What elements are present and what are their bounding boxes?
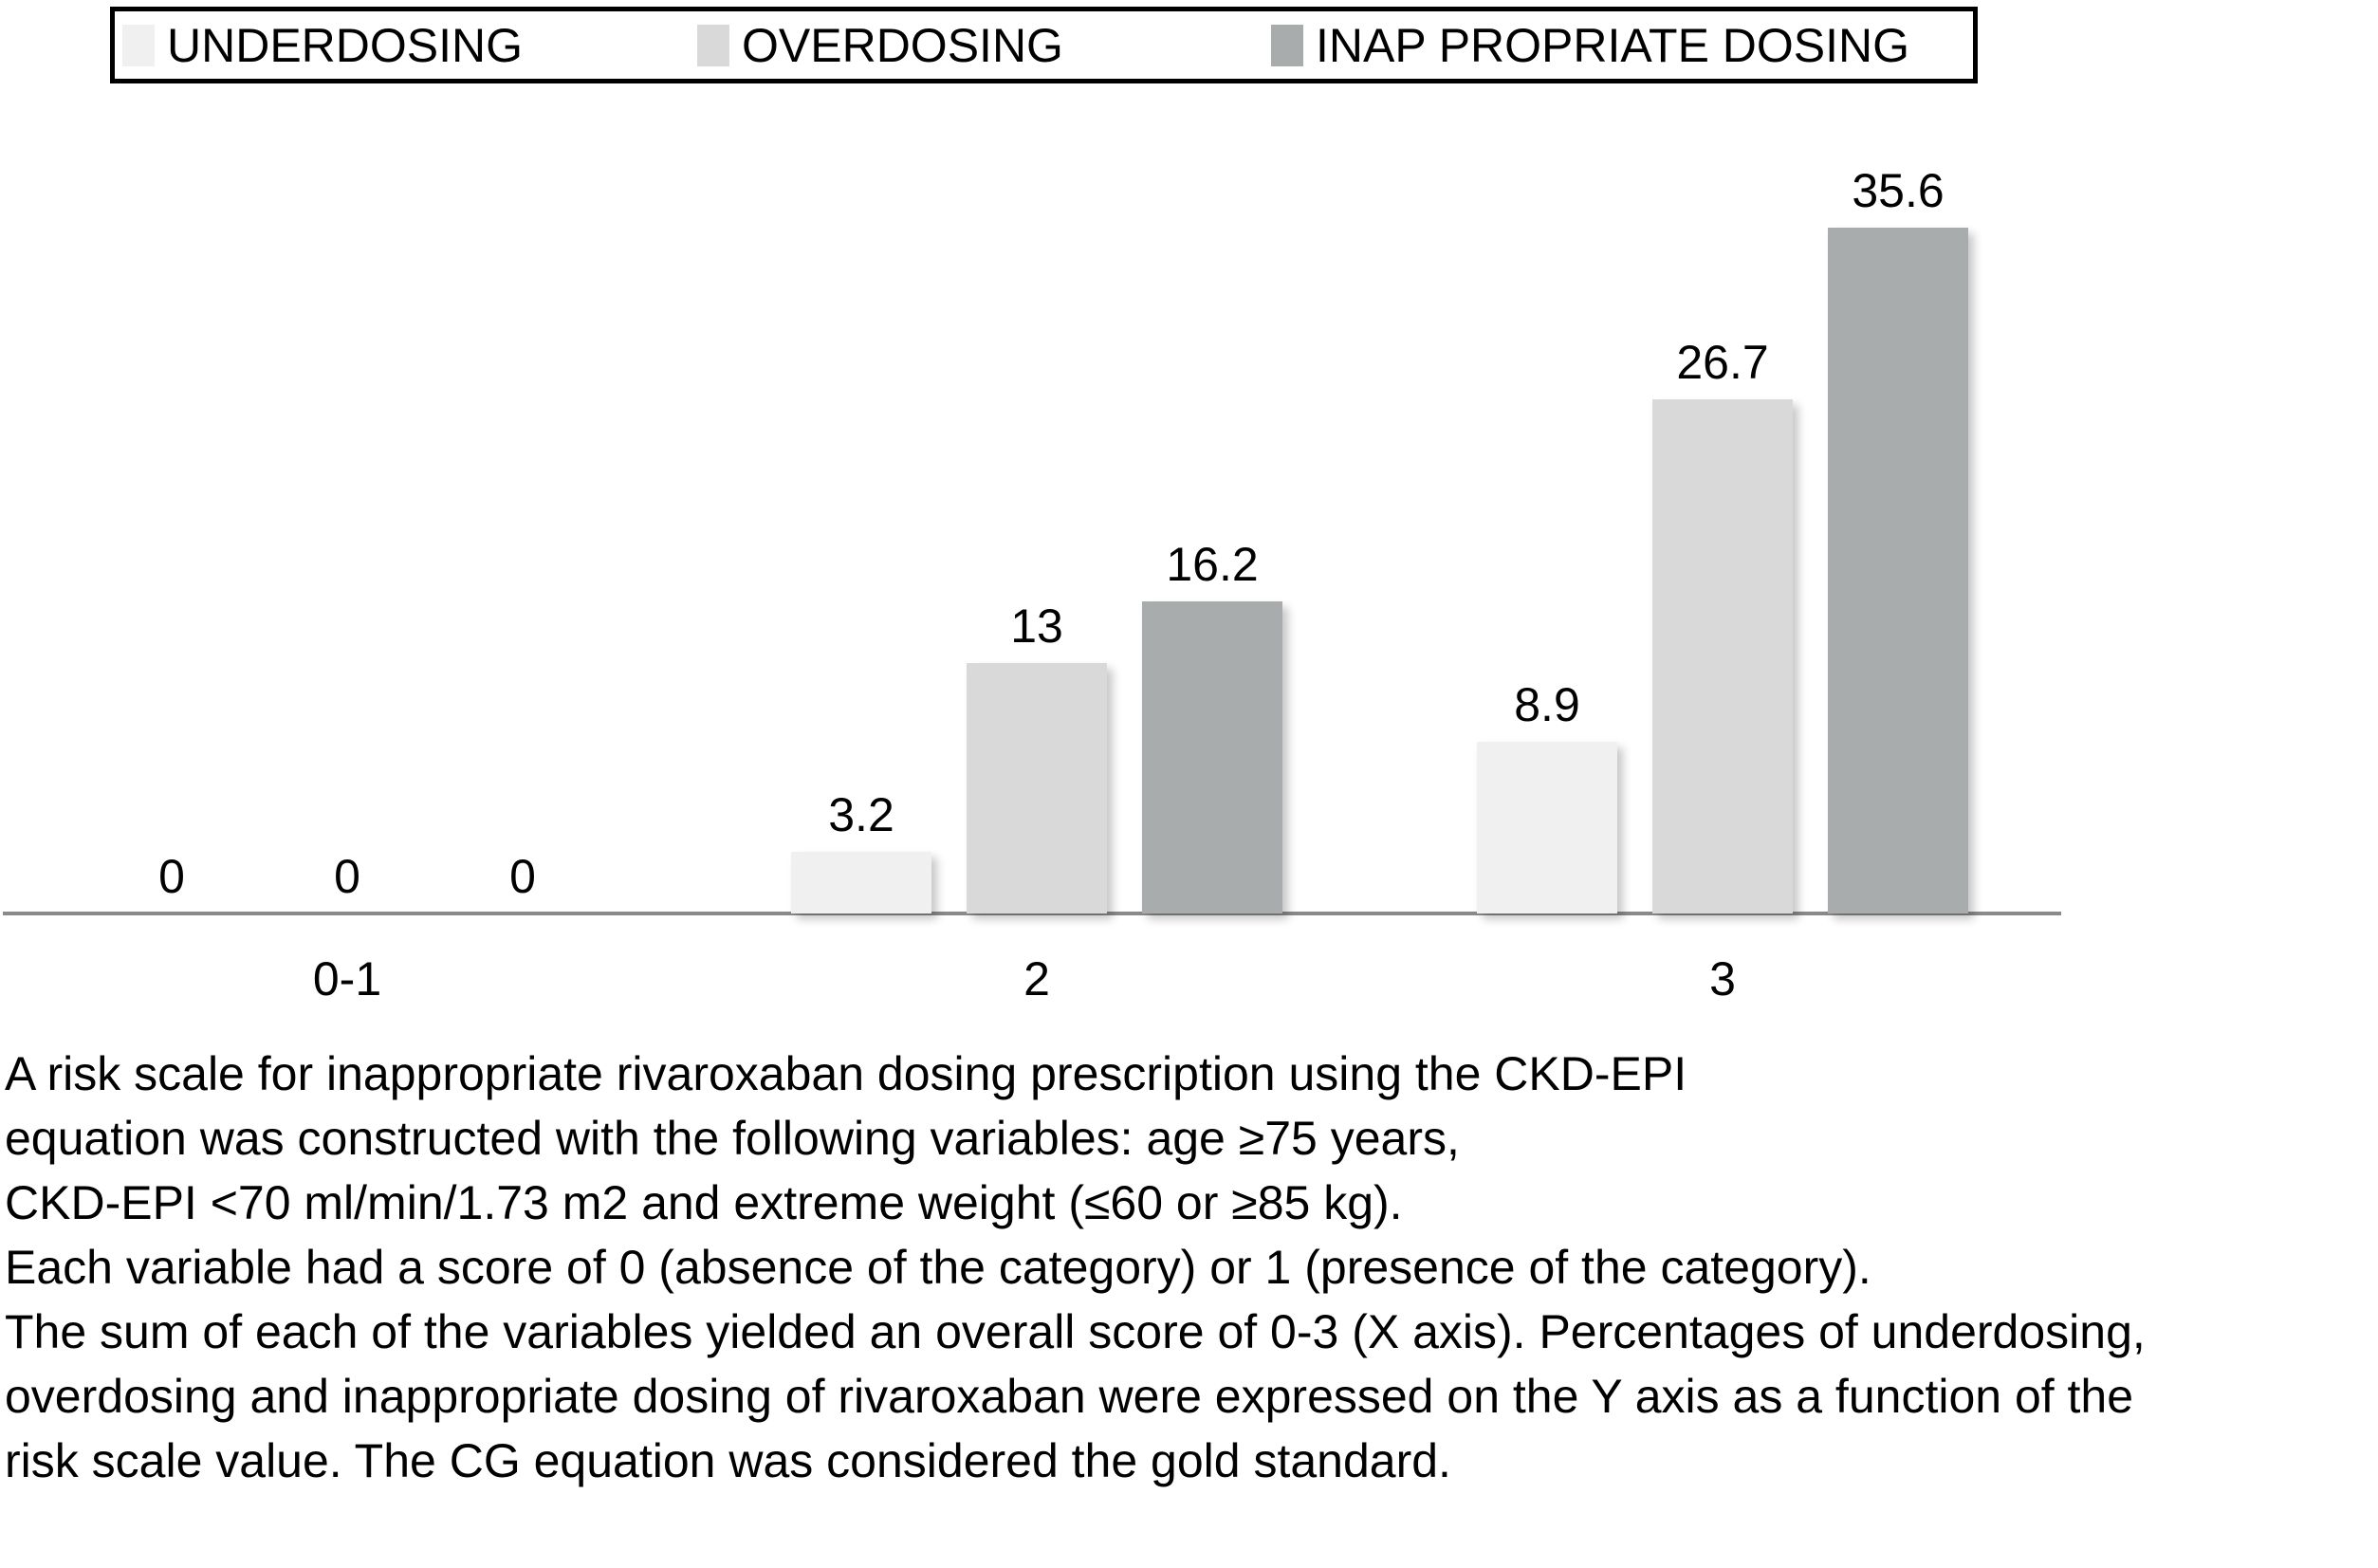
bar-value-label: 3.2 (828, 788, 894, 841)
x-axis-tick-label: 0-1 (312, 952, 382, 1005)
figure-caption: A risk scale for inappropriate rivaroxab… (5, 1042, 2376, 1493)
caption-line: equation was constructed with the follow… (5, 1112, 1460, 1165)
bar-value-label: 0 (158, 850, 185, 903)
bar-overdosing-2 (967, 663, 1107, 913)
legend-item-overdosing: OVERDOSING (697, 11, 1063, 79)
overdosing-swatch-icon (697, 24, 729, 66)
bar-underdosing-2 (791, 852, 931, 913)
bar-value-label: 0 (334, 850, 360, 903)
caption-line: Each variable had a score of 0 (absence … (5, 1241, 1871, 1294)
bar-value-label: 13 (1010, 600, 1063, 653)
bar-value-label: 0 (509, 850, 536, 903)
inap-propriate-dosing-swatch-icon (1271, 24, 1303, 66)
caption-line: risk scale value. The CG equation was co… (5, 1434, 1451, 1487)
caption-line: overdosing and inappropriate dosing of r… (5, 1370, 2134, 1423)
bar-underdosing-3 (1477, 742, 1617, 913)
x-axis-line (3, 912, 2061, 915)
bar-value-label: 8.9 (1514, 678, 1580, 731)
caption-line: CKD-EPI <70 ml/min/1.73 m2 and extreme w… (5, 1176, 1403, 1229)
legend-label: INAP PROPRIATE DOSING (1316, 18, 1910, 72)
legend-label: OVERDOSING (742, 18, 1063, 72)
caption-line: A risk scale for inappropriate rivaroxab… (5, 1047, 1687, 1100)
legend-item-underdosing: UNDERDOSING (122, 11, 523, 79)
x-axis-tick-label: 3 (1709, 952, 1736, 1005)
underdosing-swatch-icon (122, 24, 155, 66)
x-axis-tick-label: 2 (1023, 952, 1050, 1005)
bar-overdosing-3 (1652, 399, 1793, 913)
bar-value-label: 35.6 (1852, 164, 1945, 217)
legend-item-inap-propriate-dosing: INAP PROPRIATE DOSING (1271, 11, 1909, 79)
bar-value-label: 26.7 (1676, 336, 1769, 389)
bar-inap-propriate-dosing-2 (1142, 601, 1282, 913)
chart-legend: UNDERDOSING OVERDOSING INAP PROPRIATE DOSI… (110, 7, 1978, 83)
caption-line: The sum of each of the variables yielded… (5, 1305, 2146, 1358)
bar-value-label: 16.2 (1166, 538, 1259, 591)
legend-label: UNDERDOSING (167, 18, 524, 72)
bar-inap-propriate-dosing-3 (1828, 228, 1968, 913)
